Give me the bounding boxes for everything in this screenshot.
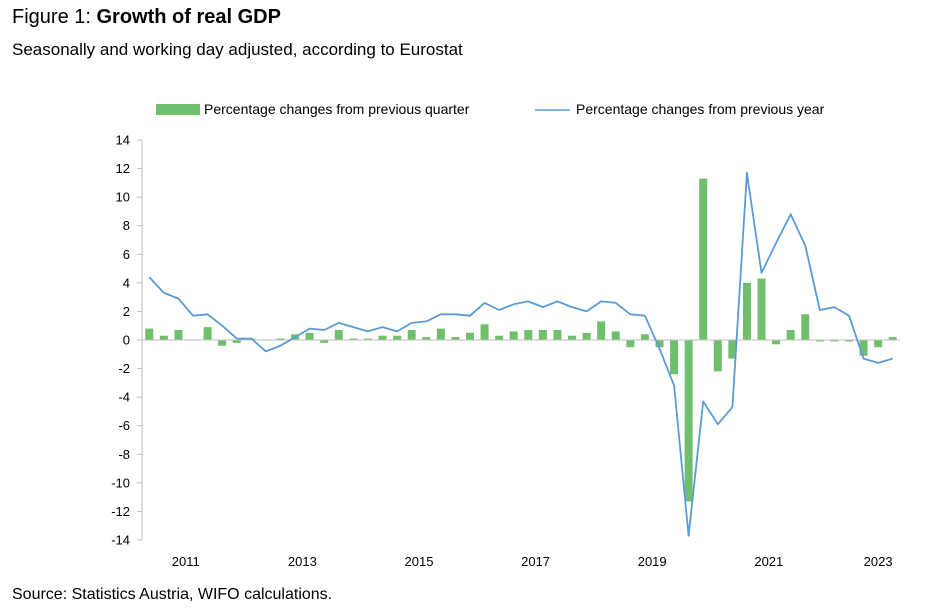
source-note: Source: Statistics Austria, WIFO calcula… [12, 586, 333, 603]
y-tick-label: 14 [116, 133, 130, 148]
chart-subtitle: Seasonally and working day adjusted, acc… [12, 40, 463, 59]
bar-2023Q1 [859, 340, 868, 356]
y-axis: 14 12 10 8 6 4 2 0 -2 -4 -6 -8 -10 -12 -14 [111, 133, 143, 548]
legend-swatch-quarter [156, 104, 200, 115]
bar-2022Q3 [830, 340, 839, 342]
y-tick-label: 2 [123, 304, 130, 319]
legend-label-quarter: Percentage changes from previous quarter [204, 101, 470, 117]
bar-2019Q3 [655, 340, 664, 348]
bar-2017Q1 [509, 331, 518, 340]
y-tick-label: 8 [123, 218, 130, 233]
line-series [148, 171, 893, 537]
bar-2015Q4 [436, 328, 445, 340]
legend-label-year: Percentage changes from previous year [576, 101, 825, 117]
bar-2013Q4 [320, 340, 329, 343]
bar-2012Q1 [218, 340, 227, 346]
year-on-year-line [148, 171, 893, 537]
bar-2018Q3 [597, 321, 606, 340]
bar-2011Q4 [203, 327, 212, 340]
bar-series [145, 178, 897, 502]
bar-2015Q1 [393, 335, 402, 340]
bar-2013Q1 [276, 338, 285, 340]
bar-2022Q4 [844, 340, 853, 342]
bar-2020Q3 [713, 340, 722, 372]
bar-2018Q2 [582, 332, 591, 340]
bar-2021Q3 [772, 340, 781, 345]
y-tick-label: -8 [118, 447, 130, 462]
bar-2014Q4 [378, 335, 387, 340]
bar-2023Q2 [874, 340, 883, 348]
bar-2021Q1 [742, 282, 751, 340]
bar-2016Q1 [451, 337, 460, 340]
bar-2022Q1 [801, 314, 810, 340]
bar-2017Q3 [538, 330, 547, 340]
bar-2018Q1 [568, 335, 577, 340]
x-tick-label: 2011 [172, 554, 200, 569]
bar-2016Q2 [465, 332, 474, 340]
bar-2016Q3 [480, 324, 489, 340]
bar-2010Q4 [145, 328, 154, 340]
figure-label: Figure 1: [12, 6, 97, 28]
bar-2020Q2 [699, 178, 708, 340]
bar-2021Q2 [757, 278, 766, 340]
bar-2015Q2 [407, 330, 416, 340]
bar-2013Q3 [305, 332, 314, 340]
bar-2019Q1 [626, 340, 635, 348]
legend: Percentage changes from previous quarter… [156, 101, 825, 117]
bar-2014Q1 [334, 330, 343, 340]
y-tick-label: -12 [111, 504, 130, 519]
x-tick-label: 2019 [638, 554, 667, 569]
bar-2016Q4 [495, 335, 504, 340]
y-tick-label: -6 [118, 418, 130, 433]
bar-2012Q2 [232, 340, 241, 343]
bar-2023Q3 [888, 337, 897, 340]
y-tick-label: -14 [111, 533, 130, 548]
x-tick-label: 2017 [521, 554, 550, 569]
x-tick-label: 2015 [405, 554, 434, 569]
x-tick-label: 2021 [754, 554, 783, 569]
bar-2011Q1 [159, 335, 168, 340]
y-tick-label: 6 [123, 247, 130, 262]
bar-2018Q4 [611, 331, 620, 340]
bar-2011Q2 [174, 330, 183, 340]
y-tick-label: -2 [118, 361, 130, 376]
y-tick-label: -4 [118, 390, 130, 405]
bar-2014Q2 [349, 338, 358, 340]
bar-2017Q2 [524, 330, 533, 340]
x-tick-label: 2023 [864, 554, 893, 569]
x-axis-labels: 2011 2013 2015 2017 2019 2021 2023 [172, 554, 893, 569]
bar-2017Q4 [553, 330, 562, 340]
bar-2019Q4 [670, 340, 679, 375]
chart-title: Figure 1: Growth of real GDP [12, 6, 281, 29]
y-tick-label: 12 [116, 161, 130, 176]
bar-2019Q2 [640, 334, 649, 340]
bar-2015Q3 [422, 337, 431, 340]
x-tick-label: 2013 [288, 554, 317, 569]
bar-2021Q4 [786, 330, 795, 340]
y-tick-label: -10 [111, 475, 130, 490]
y-tick-label: 4 [123, 275, 130, 290]
bar-2014Q3 [363, 338, 372, 340]
bar-2022Q2 [815, 340, 824, 342]
title-text: Growth of real GDP [96, 6, 281, 28]
bar-2020Q1 [684, 340, 693, 502]
y-tick-label: 10 [116, 190, 130, 205]
bar-2020Q4 [728, 340, 737, 359]
y-tick-label: 0 [123, 333, 130, 348]
